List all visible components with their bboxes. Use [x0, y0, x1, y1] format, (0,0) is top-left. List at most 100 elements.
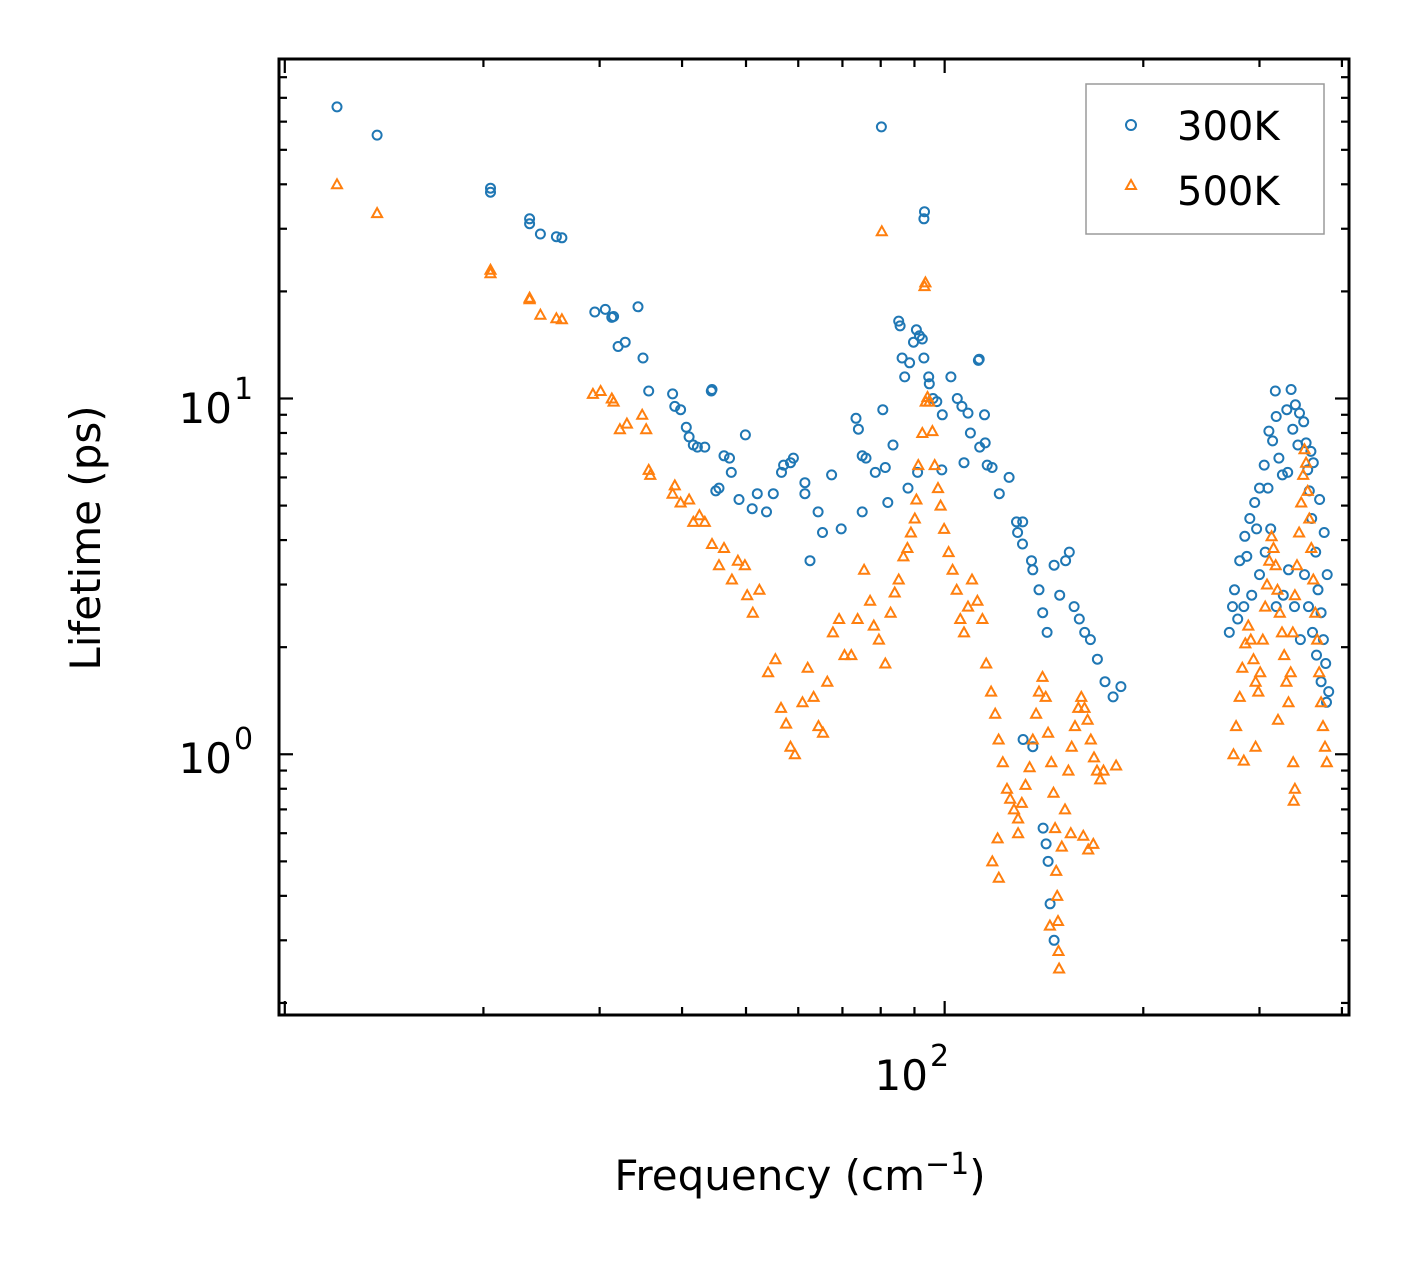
data-point-500k: [1246, 652, 1261, 665]
data-point-500k: [1068, 719, 1082, 732]
data-point-300k: [1318, 527, 1330, 538]
data-point-300k: [691, 441, 703, 453]
data-point-500k: [928, 458, 942, 471]
data-point-500k: [992, 870, 1006, 883]
legend-box: [1085, 83, 1325, 235]
data-point-500k: [705, 536, 719, 549]
data-point-300k: [1079, 626, 1091, 638]
data-point-500k: [635, 407, 649, 420]
data-point-500k: [1051, 943, 1066, 956]
data-point-500k: [900, 540, 915, 553]
data-point-300k: [918, 352, 930, 364]
data-point-500k: [555, 312, 569, 325]
data-point-300k: [1027, 741, 1039, 753]
data-point-500k: [1256, 632, 1270, 645]
data-point-500k: [918, 275, 933, 288]
data-point-500k: [979, 656, 993, 669]
data-point-300k: [608, 311, 620, 322]
data-point-300k: [812, 506, 824, 518]
data-point-300k: [1287, 423, 1299, 435]
data-point-300k: [986, 462, 998, 473]
data-point-300k: [534, 228, 546, 240]
data-point-300k: [556, 232, 568, 244]
data-point-500k: [941, 545, 956, 558]
data-point-500k: [908, 511, 922, 524]
data-point-300k: [1282, 466, 1294, 478]
data-point-300k: [524, 213, 536, 225]
data-point-300k: [599, 303, 611, 315]
data-point-500k: [820, 674, 834, 687]
svg-text:10: 10: [179, 384, 232, 433]
svg-text:1: 1: [234, 372, 253, 407]
data-point-500k: [806, 689, 821, 702]
data-point-300k: [1294, 634, 1306, 646]
data-point-300k: [1258, 459, 1270, 471]
data-point-300k: [1033, 584, 1045, 596]
data-point-500k: [1087, 750, 1101, 763]
data-point-500k: [1011, 826, 1025, 839]
data-point-500k: [1035, 669, 1050, 682]
data-point-500k: [957, 625, 971, 638]
data-point-500k: [875, 224, 889, 237]
data-point-500k: [850, 611, 865, 624]
data-point-500k: [1286, 755, 1300, 768]
series-500k: [330, 177, 1334, 974]
data-point-300k: [910, 324, 922, 336]
data-point-500k: [1279, 674, 1294, 687]
data-point-500k: [686, 514, 700, 527]
data-point-500k: [522, 290, 537, 303]
data-point-500k: [1299, 455, 1313, 468]
data-point-500k: [837, 648, 852, 661]
y-tick-label-1: 10 0: [179, 722, 254, 783]
data-point-500k: [970, 593, 985, 606]
plot-frame: [277, 57, 1351, 1017]
data-point-300k: [956, 400, 968, 412]
data-point-500k: [1270, 582, 1285, 595]
data-point-300k: [1244, 513, 1256, 524]
data-point-300k: [1238, 601, 1250, 613]
data-point-300k: [767, 488, 779, 500]
data-point-300k: [1048, 934, 1060, 946]
data-point-300k: [524, 218, 536, 230]
data-point-500k: [740, 588, 754, 601]
data-point-300k: [1115, 681, 1127, 693]
data-point-300k: [371, 129, 383, 141]
data-point-300k: [778, 459, 790, 471]
data-point-500k: [988, 706, 1002, 719]
data-point-500k: [1262, 553, 1276, 566]
data-point-500k: [1081, 842, 1095, 855]
data-point-500k: [1314, 695, 1328, 708]
data-point-300k: [1011, 516, 1022, 528]
data-point-300k: [860, 452, 872, 464]
data-point-300k: [1012, 527, 1024, 538]
data-point-300k: [1232, 613, 1244, 625]
data-point-300k: [826, 469, 838, 481]
data-point-300k: [1267, 435, 1279, 447]
data-point-500k: [665, 486, 680, 499]
data-point-500k: [1233, 689, 1247, 702]
data-point-300k: [882, 497, 894, 508]
series-300k: [331, 101, 1335, 946]
data-point-300k: [667, 388, 679, 400]
legend-label-300k: 300K: [1177, 104, 1281, 150]
data-point-500k: [1281, 695, 1296, 708]
data-point-500k: [1294, 495, 1308, 508]
data-point-300k: [1307, 626, 1318, 638]
data-point-500k: [1266, 540, 1281, 553]
data-point-500k: [1229, 719, 1243, 732]
data-point-500k: [991, 732, 1006, 745]
data-point-300k: [1003, 471, 1015, 483]
data-point-500k: [816, 725, 830, 738]
data-point-500k: [1275, 625, 1289, 638]
data-point-500k: [1296, 467, 1310, 480]
data-point-300k: [914, 330, 925, 342]
data-point-300k: [1254, 569, 1265, 581]
data-point-500k: [953, 611, 967, 624]
data-point-300k: [1303, 601, 1314, 613]
data-point-500k: [892, 572, 906, 585]
data-point-300k: [899, 371, 911, 383]
data-point-300k: [974, 441, 986, 453]
data-point-500k: [1260, 577, 1274, 590]
data-point-300k: [877, 404, 889, 416]
data-point-500k: [1007, 802, 1021, 815]
